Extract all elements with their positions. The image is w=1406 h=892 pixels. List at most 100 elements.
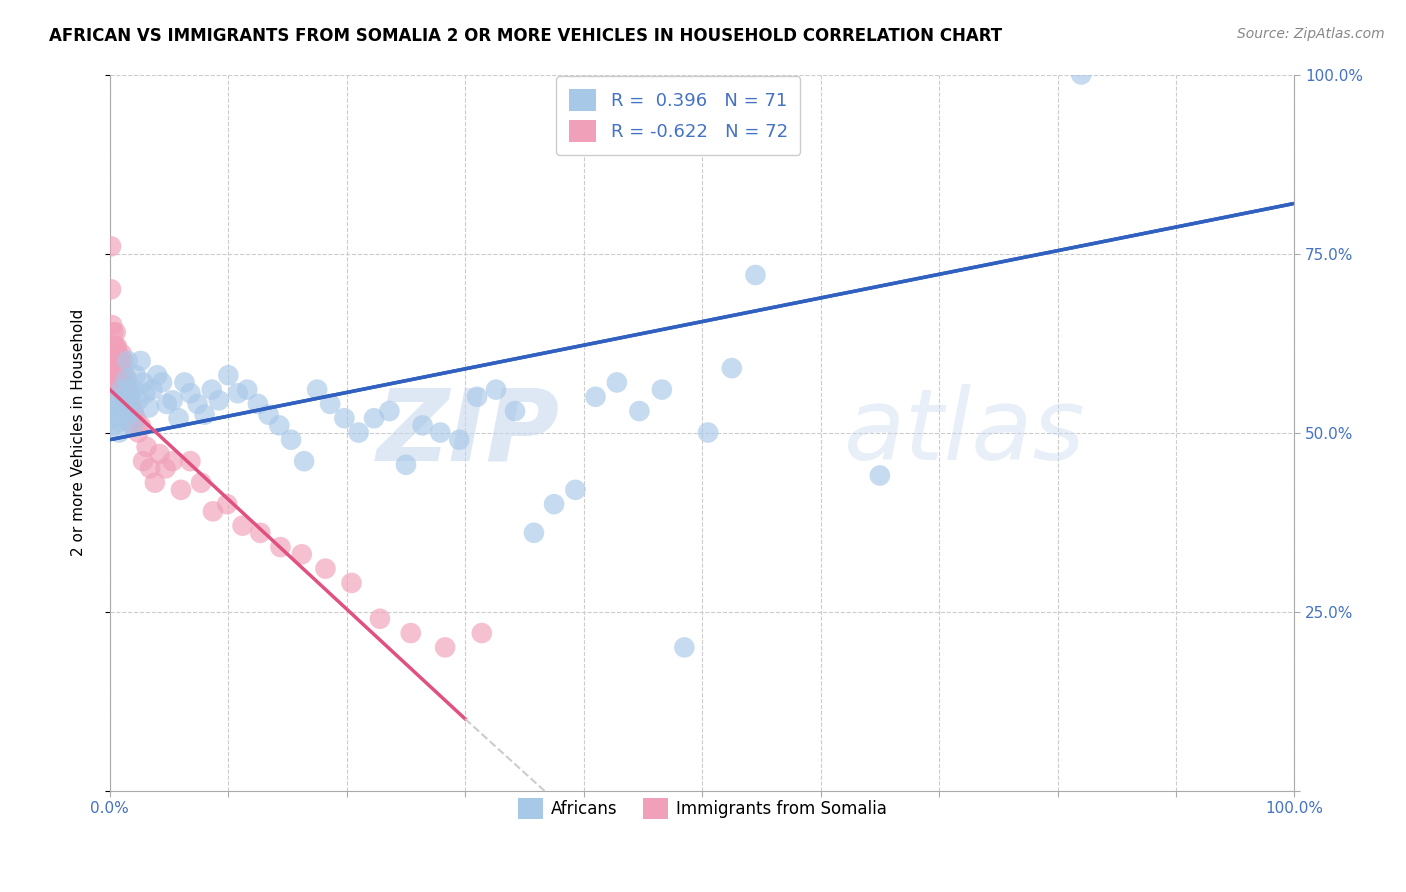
Point [111,354,134,368]
Point [111,404,134,418]
Point [292,454,315,468]
Point [112,390,135,404]
Point [122,404,145,418]
Point [485,383,508,397]
Point [162,393,184,408]
Point [104,326,127,340]
Point [208,393,231,408]
Point [134,386,156,401]
Point [378,404,401,418]
Point [108,354,131,368]
Point [186,397,208,411]
Point [108,383,131,397]
Point [194,408,217,422]
Point [120,404,142,418]
Point [104,383,127,397]
Point [347,425,370,440]
Point [117,383,139,397]
Point [179,454,201,468]
Point [114,390,136,404]
Point [434,640,457,655]
Point [697,425,720,440]
Point [104,393,127,408]
Point [105,401,128,415]
Point [122,383,145,397]
Point [111,361,134,376]
Text: Source: ZipAtlas.com: Source: ZipAtlas.com [1237,27,1385,41]
Point [143,475,166,490]
Point [155,461,177,475]
Point [471,626,494,640]
Point [120,397,142,411]
Point [399,626,422,640]
Point [114,368,136,383]
Point [465,390,488,404]
Point [125,411,148,425]
Point [269,540,291,554]
Point [167,411,190,425]
Point [105,354,128,368]
Point [236,383,259,397]
Point [107,361,129,376]
Point [105,376,128,390]
Point [104,347,127,361]
Point [104,418,127,433]
Point [149,447,172,461]
Point [115,397,138,411]
Point [101,340,124,354]
Point [869,468,891,483]
Point [156,397,179,411]
Point [150,376,173,390]
Point [651,383,673,397]
Text: AFRICAN VS IMMIGRANTS FROM SOMALIA 2 OR MORE VEHICLES IN HOUSEHOLD CORRELATION C: AFRICAN VS IMMIGRANTS FROM SOMALIA 2 OR … [49,27,1002,45]
Point [100,282,122,296]
Point [104,354,127,368]
Point [118,383,141,397]
Point [101,318,124,333]
Point [105,368,128,383]
Point [291,547,314,561]
Point [523,525,546,540]
Point [170,483,193,497]
Point [201,383,224,397]
Point [118,390,141,404]
Point [720,361,742,376]
Point [103,340,125,354]
Point [217,368,239,383]
Point [201,504,224,518]
Point [628,404,651,418]
Point [103,368,125,383]
Point [449,433,471,447]
Point [179,386,201,401]
Point [112,390,135,404]
Point [110,397,132,411]
Point [319,397,342,411]
Point [249,525,271,540]
Point [107,347,129,361]
Point [162,454,184,468]
Point [125,368,148,383]
Point [127,425,149,440]
Point [104,340,127,354]
Point [564,483,586,497]
Point [111,376,134,390]
Point [132,376,155,390]
Point [141,383,163,397]
Point [115,372,138,386]
Point [107,415,129,429]
Point [246,397,269,411]
Point [217,497,239,511]
Y-axis label: 2 or more Vehicles in Household: 2 or more Vehicles in Household [72,309,86,557]
Point [118,393,141,408]
Point [368,612,391,626]
Point [503,404,526,418]
Point [110,354,132,368]
Point [111,347,134,361]
Point [138,401,160,415]
Point [231,518,253,533]
Point [606,376,628,390]
Point [412,418,434,433]
Point [117,354,139,368]
Point [307,383,329,397]
Point [543,497,565,511]
